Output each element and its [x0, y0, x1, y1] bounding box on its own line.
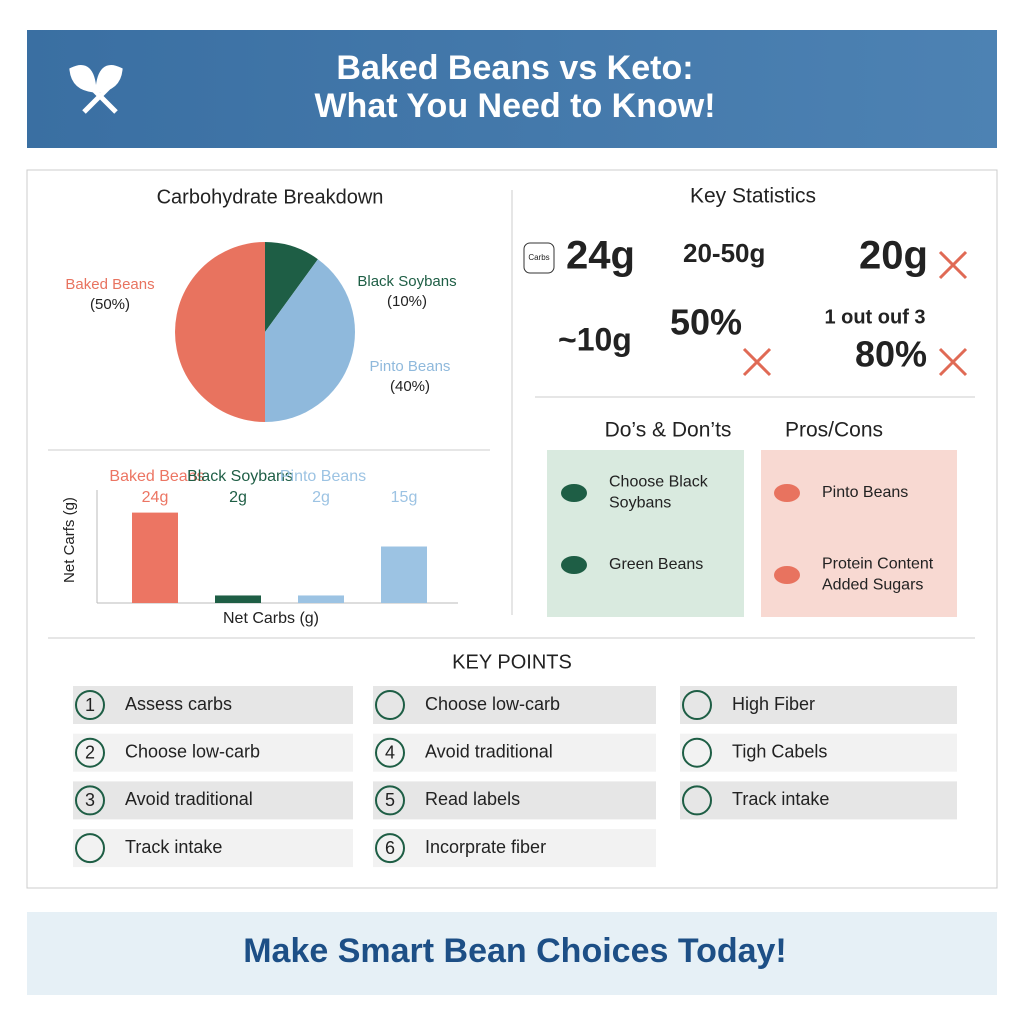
stats-title: Key Statistics — [690, 185, 816, 208]
key-point-icon — [375, 737, 405, 768]
pie-value-label: (40%) — [390, 378, 430, 395]
stat-value: ~10g — [558, 321, 632, 357]
key-point-badge: 5 — [385, 790, 395, 810]
key-point-row — [373, 733, 656, 772]
box-item: Added Sugars — [822, 577, 923, 594]
box-item: Soybans — [609, 495, 671, 512]
bean-icon — [774, 566, 800, 584]
key-point-text: High Fiber — [732, 694, 815, 714]
bar-category: Black Soybans — [187, 468, 293, 485]
bar-value-label: 2g — [229, 489, 247, 506]
box-item: Protein Content — [822, 556, 934, 573]
stat-icon-label: Carbs — [528, 253, 549, 262]
key-point-text: Avoid traditional — [425, 741, 553, 761]
stat-value: 1 out ouf 3 — [824, 306, 925, 328]
bar — [298, 595, 344, 603]
footer-bg — [27, 912, 997, 995]
stat-value: 80% — [855, 334, 927, 375]
dos-title: Do’s & Don’ts — [605, 419, 732, 442]
bar-value-label: 24g — [142, 489, 169, 506]
key-point-row — [73, 686, 353, 724]
key-point-icon — [682, 785, 712, 816]
pie-title: Carbohydrate Breakdown — [157, 186, 384, 208]
key-point-row — [73, 781, 353, 820]
key-point-icon — [375, 833, 405, 864]
bar — [132, 512, 178, 603]
pie-slice — [265, 259, 355, 422]
key-point-text: Assess carbs — [125, 694, 232, 714]
key-point-icon — [375, 690, 405, 720]
bar — [381, 546, 427, 603]
bar-value-label: 2g — [312, 489, 330, 506]
key-point-row — [73, 733, 353, 772]
pie-slice — [265, 242, 318, 332]
key-point-badge: 3 — [85, 790, 95, 810]
key-point-badge: 1 — [85, 695, 95, 715]
key-point-text: Tigh Cabels — [732, 741, 827, 761]
key-point-text: Avoid traditional — [125, 789, 253, 809]
key-point-text: Choose low-carb — [425, 694, 560, 714]
bean-icon — [774, 484, 800, 502]
stat-value: 20-50g — [683, 238, 765, 268]
key-point-row — [680, 781, 957, 820]
y-axis-label: Net Carfs (g) — [61, 497, 78, 583]
key-point-icon — [75, 737, 105, 768]
bar-category: Baked Beans — [109, 468, 204, 485]
key-point-badge: 2 — [85, 742, 95, 762]
key-point-icon — [375, 785, 405, 816]
key-point-text: Read labels — [425, 789, 520, 809]
cross-icon — [938, 250, 968, 280]
footer-text: Make Smart Bean Choices Today! — [243, 932, 787, 970]
cross-icon — [742, 347, 772, 377]
key-point-badge: 4 — [385, 742, 395, 762]
pros-box — [761, 450, 957, 617]
pie-label: Black Soybans — [357, 273, 456, 290]
pie-label: Baked Beans — [65, 276, 154, 293]
dos-box — [547, 450, 744, 617]
key-point-row — [680, 733, 957, 772]
key-point-text: Incorprate fiber — [425, 837, 546, 857]
title-line: Baked Beans vs Keto: — [336, 49, 693, 87]
bean-icon — [561, 484, 587, 502]
pie-value-label: (10%) — [387, 293, 427, 310]
pros-title: Pros/Cons — [785, 419, 883, 442]
key-point-icon — [682, 690, 712, 720]
key-point-row — [680, 686, 957, 724]
logo — [69, 65, 123, 114]
x-axis-label: Net Carbs (g) — [223, 610, 319, 627]
key-point-icon — [75, 690, 105, 720]
stat-value: 20g — [859, 234, 928, 278]
bean-icon — [561, 556, 587, 574]
key-point-row — [73, 829, 353, 868]
key-point-row — [373, 686, 656, 724]
pie-label: Pinto Beans — [370, 358, 451, 375]
cross-icon — [938, 347, 968, 377]
pie-slice — [175, 242, 265, 422]
title-line: What You Need to Know! — [314, 87, 715, 125]
key-point-icon — [75, 833, 105, 864]
stat-icon — [523, 242, 555, 274]
key-point-icon — [682, 737, 712, 768]
bar-value-label: 15g — [391, 489, 418, 506]
key-points-title: KEY POINTS — [452, 651, 572, 673]
key-point-row — [373, 829, 656, 868]
stat-value: 24g — [566, 234, 635, 278]
key-point-text: Choose low-carb — [125, 741, 260, 761]
key-point-text: Track intake — [125, 837, 222, 857]
key-point-text: Track intake — [732, 789, 829, 809]
key-point-icon — [75, 785, 105, 816]
pie-value-label: (50%) — [90, 296, 130, 313]
header-bg — [27, 30, 997, 148]
key-point-row — [373, 781, 656, 820]
box-item: Pinto Beans — [822, 484, 908, 501]
bar-category: Pinto Beans — [280, 468, 366, 485]
box-item: Choose Black — [609, 474, 709, 491]
key-point-badge: 6 — [385, 838, 395, 858]
stat-value: 50% — [670, 302, 742, 343]
box-item: Green Beans — [609, 556, 703, 573]
bar — [215, 595, 261, 603]
